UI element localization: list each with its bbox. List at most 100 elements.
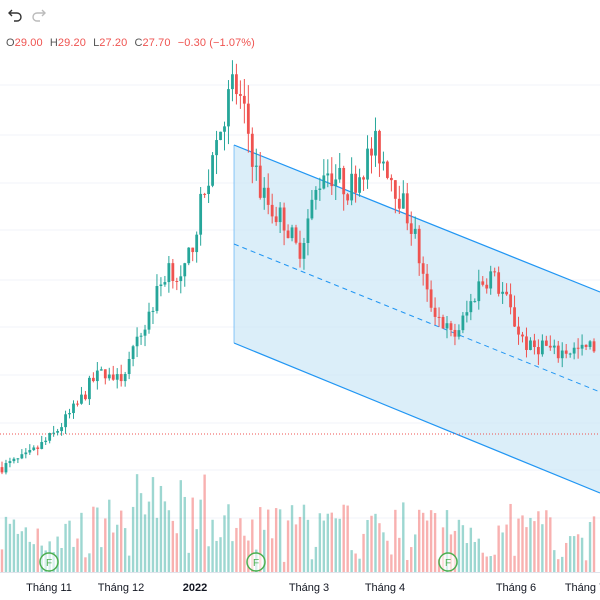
candle-body bbox=[544, 340, 548, 346]
change-value: −0.30 (−1.07%) bbox=[177, 37, 255, 49]
volume-bar bbox=[235, 527, 238, 572]
volume-bar bbox=[183, 496, 186, 572]
volume-bar bbox=[8, 523, 12, 572]
volume-bar bbox=[231, 541, 234, 572]
candle-body bbox=[489, 271, 493, 289]
volume-bar bbox=[100, 547, 103, 572]
channel-lower-line[interactable] bbox=[233, 342, 600, 494]
volume-bar bbox=[36, 528, 39, 572]
volume-bar bbox=[270, 538, 274, 572]
candle-body bbox=[99, 369, 103, 371]
volume-bar bbox=[592, 516, 596, 572]
candle-body bbox=[274, 216, 278, 223]
candle-body bbox=[393, 180, 397, 199]
candle-body bbox=[298, 242, 302, 259]
candle-body bbox=[584, 344, 588, 347]
time-axis[interactable]: Tháng 11 Tháng 12 2022 Tháng 3 Tháng 4 T… bbox=[0, 572, 600, 600]
candle-body bbox=[127, 359, 131, 375]
volume-bar bbox=[243, 535, 246, 572]
volume-bar bbox=[127, 555, 131, 572]
volume-bar bbox=[545, 510, 548, 572]
candle-body bbox=[20, 454, 24, 459]
candle-body bbox=[151, 310, 155, 312]
candle-body bbox=[16, 458, 20, 460]
volume-bar bbox=[513, 555, 516, 572]
candle-body bbox=[378, 130, 381, 164]
candle-body bbox=[389, 177, 393, 181]
candle-body bbox=[282, 207, 286, 231]
candle-body bbox=[588, 341, 592, 347]
candle-body bbox=[139, 335, 143, 337]
candle-body bbox=[401, 193, 405, 209]
event-marker[interactable]: F bbox=[39, 552, 59, 572]
candle-body bbox=[135, 336, 139, 347]
candle-body bbox=[409, 223, 413, 234]
volume-bar bbox=[282, 561, 286, 572]
volume-bar bbox=[239, 518, 242, 572]
high-value: 29.20 bbox=[57, 37, 86, 49]
candle-body bbox=[278, 207, 282, 223]
candle-body bbox=[437, 316, 441, 318]
volume-bar bbox=[104, 518, 107, 572]
open-label: O bbox=[6, 37, 15, 49]
candle-body bbox=[159, 284, 163, 287]
candle-body bbox=[350, 173, 354, 201]
candle-body bbox=[64, 414, 67, 428]
volume-bar bbox=[159, 485, 163, 572]
volume-bar bbox=[298, 516, 302, 572]
candle-body bbox=[572, 347, 576, 354]
candle-body bbox=[40, 442, 44, 449]
volume-bar bbox=[88, 553, 91, 572]
candle-body bbox=[187, 247, 191, 264]
volume-bar bbox=[394, 509, 397, 572]
channel-median-line bbox=[233, 243, 600, 393]
parallel-channel-drawing[interactable] bbox=[233, 144, 600, 494]
low-value: 27.20 bbox=[99, 37, 128, 49]
volume-bar bbox=[96, 507, 99, 572]
candle-body bbox=[445, 323, 449, 329]
volume-bar bbox=[302, 504, 306, 572]
volume-bar bbox=[290, 505, 294, 572]
event-marker[interactable]: F bbox=[246, 552, 266, 572]
candle-body bbox=[84, 394, 87, 400]
volume-bar bbox=[223, 515, 226, 572]
volume-bar bbox=[417, 509, 421, 572]
event-marker-circle bbox=[438, 552, 458, 572]
candle-body bbox=[461, 315, 465, 331]
candle-body bbox=[477, 281, 481, 302]
volume-bar bbox=[489, 556, 492, 572]
volume-bar bbox=[362, 533, 365, 572]
undo-button[interactable] bbox=[4, 4, 26, 26]
candle-body bbox=[290, 227, 294, 239]
volume-bar bbox=[274, 508, 278, 572]
volume-bar bbox=[572, 536, 576, 572]
ohlc-legend: O29.00 H29.20 L27.20 C27.70 −0.30 (−1.07… bbox=[6, 37, 255, 49]
candle-body bbox=[517, 326, 520, 335]
candle-body bbox=[143, 329, 147, 336]
volume-bar bbox=[56, 536, 59, 572]
volume-bar bbox=[374, 513, 377, 572]
volume-bar bbox=[203, 474, 206, 572]
candle-body bbox=[80, 394, 83, 404]
candle-body bbox=[254, 165, 258, 167]
candle-body bbox=[548, 345, 552, 348]
candle-body bbox=[338, 167, 342, 180]
event-marker-circle bbox=[39, 552, 59, 572]
candle-body bbox=[505, 291, 508, 295]
volume-bar bbox=[310, 559, 314, 572]
channel-upper-line[interactable] bbox=[233, 144, 600, 293]
volume-bar bbox=[584, 560, 588, 572]
event-marker-circle bbox=[246, 552, 266, 572]
volume-bar bbox=[219, 537, 222, 572]
candle-body bbox=[270, 204, 274, 217]
candle-body bbox=[469, 301, 473, 313]
redo-button[interactable] bbox=[28, 4, 50, 26]
volume-bar bbox=[306, 519, 310, 572]
volume-bar bbox=[501, 532, 504, 572]
candle-body bbox=[203, 193, 207, 195]
candle-body bbox=[147, 311, 151, 330]
candle-body bbox=[8, 461, 12, 464]
event-marker[interactable]: F bbox=[438, 552, 458, 572]
